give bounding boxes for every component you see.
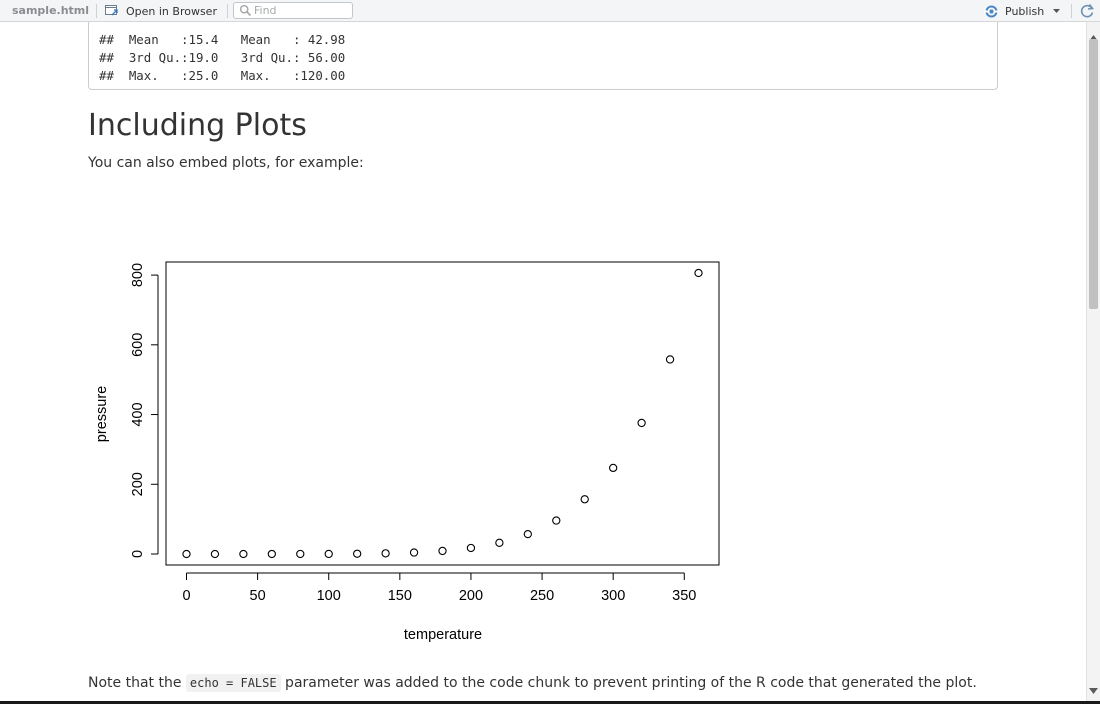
toolbar-divider xyxy=(96,4,97,18)
section-heading: Including Plots xyxy=(88,108,307,143)
scroll-down-arrow-icon[interactable] xyxy=(1089,679,1098,698)
data-point xyxy=(694,268,703,278)
data-point xyxy=(353,549,362,558)
data-point xyxy=(665,355,675,364)
find-box[interactable] xyxy=(233,2,353,19)
data-point xyxy=(409,548,419,557)
data-point xyxy=(552,516,561,525)
code-output-block: ## Mean :15.4 Mean : 42.98 ## 3rd Qu.:19.… xyxy=(88,22,998,90)
data-point xyxy=(495,538,504,547)
y-tick-label: 0 xyxy=(130,550,146,558)
document-viewer: ## Mean :15.4 Mean : 42.98 ## 3rd Qu.:19.… xyxy=(0,22,1086,701)
open-in-browser-button[interactable]: Open in Browser xyxy=(104,2,217,20)
data-point xyxy=(267,549,276,559)
inline-code: echo = FALSE xyxy=(185,674,281,692)
data-point xyxy=(210,549,220,559)
publish-button[interactable]: Publish xyxy=(983,2,1061,20)
data-points xyxy=(182,268,703,559)
search-icon xyxy=(239,4,252,17)
toolbar-divider xyxy=(1071,4,1072,18)
note-text-after: parameter was added to the code chunk to… xyxy=(280,675,977,691)
toolbar-divider xyxy=(227,4,228,18)
data-point xyxy=(609,463,618,473)
plot-frame xyxy=(165,261,720,566)
file-name: sample.html xyxy=(12,4,90,17)
find-input[interactable] xyxy=(252,4,346,17)
x-tick-label: 0 xyxy=(182,588,190,604)
note-paragraph: Note that the echo = FALSE parameter was… xyxy=(88,674,977,692)
scrollbar-thumb[interactable] xyxy=(1089,39,1098,309)
data-point xyxy=(637,418,646,428)
publish-icon xyxy=(983,4,1000,19)
dropdown-caret-icon[interactable] xyxy=(1053,8,1061,14)
data-point xyxy=(580,495,589,504)
scatter-plot-svg: 0 50 100 150 200 250 300 350 0 200 400 600 800 temp… xyxy=(94,261,720,643)
open-in-browser-label: Open in Browser xyxy=(126,4,217,18)
data-point xyxy=(182,549,191,559)
data-point xyxy=(381,549,390,558)
x-tick-label: 100 xyxy=(317,588,341,604)
y-tick-label: 600 xyxy=(130,333,146,357)
x-tick-label: 200 xyxy=(459,588,483,604)
note-text-before: Note that the xyxy=(88,675,186,691)
y-axis-label: pressure xyxy=(94,386,110,442)
data-point xyxy=(438,546,447,556)
code-output-line: ## Mean :15.4 Mean : 42.98 xyxy=(99,32,346,47)
pressure-plot: 0 50 100 150 200 250 300 350 0 200 400 600 800 temp… xyxy=(88,230,728,664)
data-point xyxy=(324,549,333,559)
open-in-browser-icon xyxy=(104,2,120,21)
publish-label: Publish xyxy=(1005,4,1045,18)
refresh-button[interactable] xyxy=(1078,2,1096,20)
x-tick-label: 350 xyxy=(672,588,696,604)
vertical-scrollbar[interactable] xyxy=(1086,22,1100,701)
x-tick-label: 150 xyxy=(388,588,412,604)
y-axis: 0 200 400 600 800 xyxy=(130,263,159,558)
x-tick-label: 300 xyxy=(601,588,625,604)
y-tick-label: 800 xyxy=(130,263,146,287)
x-tick-label: 50 xyxy=(250,588,266,604)
x-axis-label: temperature xyxy=(404,627,482,643)
refresh-icon xyxy=(1078,2,1096,20)
data-point xyxy=(523,529,532,539)
x-tick-label: 250 xyxy=(530,588,554,604)
data-point xyxy=(296,549,305,559)
intro-paragraph: You can also embed plots, for example: xyxy=(88,155,364,171)
y-tick-label: 400 xyxy=(130,402,146,426)
data-point xyxy=(466,543,476,553)
x-axis: 0 50 100 150 200 250 300 350 xyxy=(182,572,696,604)
code-output-line: ## Max. :25.0 Max. :120.00 xyxy=(99,68,346,83)
data-point xyxy=(239,549,248,559)
viewer-toolbar: sample.html Open in Browser xyxy=(0,0,1100,22)
y-tick-label: 200 xyxy=(130,472,146,496)
code-output-line: ## 3rd Qu.:19.0 3rd Qu.: 56.00 xyxy=(99,50,346,65)
window-bottom-edge xyxy=(0,701,1100,704)
